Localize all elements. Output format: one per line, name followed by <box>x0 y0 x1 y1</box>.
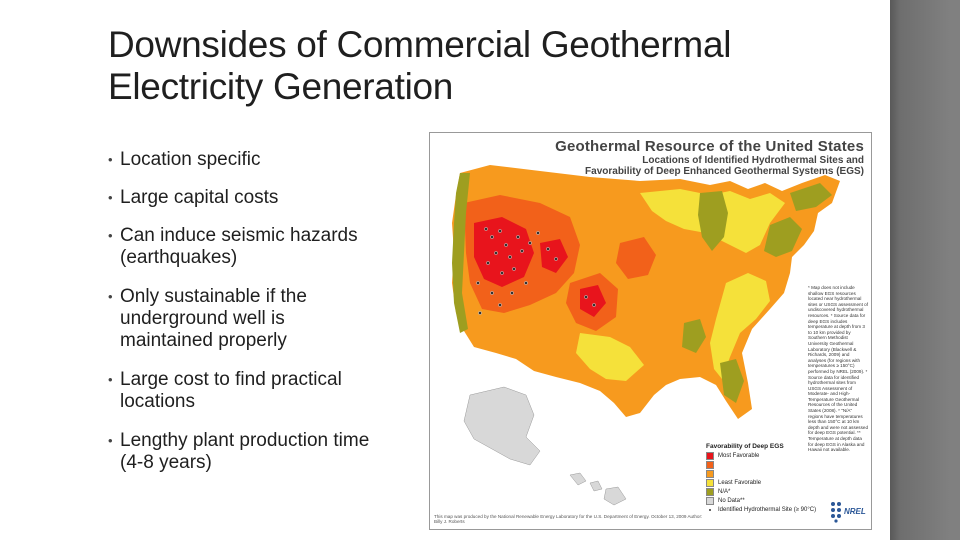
na-region <box>790 183 832 211</box>
nrel-logo-text: NREL <box>844 507 866 516</box>
bullet-line: Only sustainable if the <box>120 286 307 307</box>
bullet-item: Only sustainable if the underground well… <box>108 286 307 352</box>
most-favorable-region <box>474 217 534 287</box>
map-footnotes: * Map does not include shallow EGS resou… <box>808 285 869 453</box>
map-title: Geothermal Resource of the United States <box>555 138 864 155</box>
site-marker-icon <box>708 508 712 512</box>
legend-item: Identified Hydrothermal Site (≥ 90°C) <box>706 506 826 515</box>
bullet-item: Large capital costs <box>108 187 278 209</box>
bullet-line: Large cost to find practical <box>120 369 342 390</box>
legend-swatch <box>706 479 714 487</box>
bullet-item: Location specific <box>108 149 260 171</box>
slide-title: Downsides of Commercial Geothermal Elect… <box>108 24 732 107</box>
na-region <box>698 191 728 251</box>
na-region <box>682 319 706 353</box>
bullet-item: Can induce seismic hazards (earthquakes) <box>108 225 358 269</box>
bullet-line: (earthquakes) <box>120 247 238 268</box>
nrel-logo: NREL <box>830 499 870 525</box>
bullet-line: maintained properly <box>120 330 287 351</box>
legend-label: Most Favorable <box>718 453 760 459</box>
legend-label: N/A* <box>718 489 731 495</box>
geothermal-map-image: Geothermal Resource of the United States… <box>429 132 872 530</box>
legend-item: N/A* <box>706 488 826 497</box>
legend-item <box>706 470 826 479</box>
legend-swatch <box>706 470 714 478</box>
nrel-logo-icon <box>831 502 841 523</box>
bullet-line: Lengthy plant production time <box>120 430 370 451</box>
bullet-line: Location specific <box>120 149 261 170</box>
hawaii-shape <box>569 472 627 506</box>
na-region <box>764 217 802 257</box>
high-favorability-region <box>616 237 656 279</box>
legend-item: Most Favorable <box>706 452 826 461</box>
map-credit: This map was produced by the National Re… <box>434 514 703 525</box>
legend-swatch <box>706 488 714 496</box>
most-favorable-region <box>540 239 568 273</box>
legend-label: Least Favorable <box>718 480 762 486</box>
west-coast-na-strip <box>452 173 470 333</box>
legend-label: No Data** <box>718 498 745 504</box>
legend-item: Least Favorable <box>706 479 826 488</box>
bullet-line: locations <box>120 391 195 412</box>
low-favorability-region <box>576 333 644 381</box>
map-subtitle-line: Locations of Identified Hydrothermal Sit… <box>642 155 864 166</box>
hydrothermal-sites <box>476 227 596 315</box>
us-map-graphic <box>452 165 840 506</box>
map-subtitle: Locations of Identified Hydrothermal Sit… <box>550 155 864 177</box>
bullet-line: Can induce seismic hazards <box>120 225 358 246</box>
map-subtitle-line: Favorability of Deep Enhanced Geothermal… <box>585 166 864 177</box>
legend-swatch <box>706 497 714 505</box>
most-favorable-region <box>580 285 606 317</box>
slide-side-bar <box>890 0 960 540</box>
bullet-item: Lengthy plant production time (4-8 years… <box>108 430 369 474</box>
bullet-line: Large capital costs <box>120 187 279 208</box>
na-region <box>720 359 744 403</box>
bullet-item: Large cost to find practical locations <box>108 369 342 413</box>
legend-swatch <box>706 461 714 469</box>
legend-swatch <box>706 452 714 460</box>
bullet-line: underground well is <box>120 308 285 329</box>
legend-title: Favorability of Deep EGS <box>706 443 784 450</box>
legend-item: No Data** <box>706 497 826 506</box>
alaska-shape <box>463 386 541 466</box>
low-favorability-region <box>710 273 770 379</box>
bullet-line: (4-8 years) <box>120 452 212 473</box>
legend-item <box>706 461 826 470</box>
map-legend: Favorability of Deep EGS Most Favorable … <box>706 443 826 515</box>
legend-label: Identified Hydrothermal Site (≥ 90°C) <box>718 507 817 513</box>
